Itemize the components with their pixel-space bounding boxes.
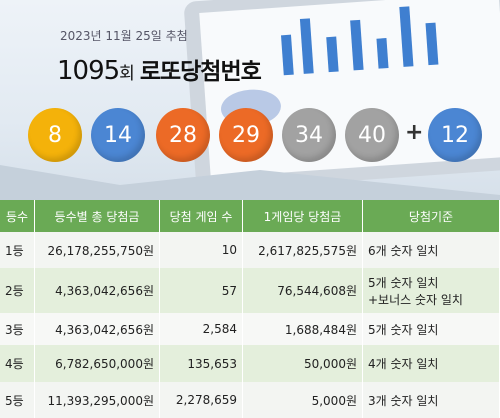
table-row: 4등 6,782,650,000원 135,653 50,000원 4개 숫자 일치	[0, 345, 500, 382]
ball: 34	[282, 108, 336, 162]
table-cell: 4,363,042,656원	[35, 268, 160, 313]
deco-paper	[0, 165, 500, 200]
title: 1095회 로또당첨번호	[57, 52, 262, 86]
table-row: 2등 4,363,042,656원 57 76,544,608원 5개 숫자 일치 +보너…	[0, 268, 500, 313]
table-cell: 5,000원	[243, 382, 363, 418]
criteria-cell: 6개 숫자 일치	[363, 232, 500, 268]
table-cell: 4등	[0, 345, 35, 382]
criteria-line: 6개 숫자 일치	[368, 243, 439, 258]
table-row: 3등 4,363,042,656원 2,584 1,688,484원 5개 숫자 일치	[0, 313, 500, 345]
table-cell: 2,278,659	[160, 382, 243, 418]
column-header: 당첨 게임 수	[160, 200, 243, 232]
table-cell: 2등	[0, 268, 35, 313]
draw-number: 1095	[57, 56, 120, 86]
deco-bar	[280, 34, 294, 76]
prize-table: 등수 등수별 총 당첨금 당첨 게임 수 1게임당 당첨금 당첨기준 1등 26,178,2…	[0, 200, 500, 418]
criteria-line: 3개 숫자 일치	[368, 393, 439, 408]
table-cell: 1등	[0, 232, 35, 268]
column-header: 등수별 총 당첨금	[35, 200, 160, 232]
plus: +	[405, 120, 424, 145]
criteria-cell: 4개 숫자 일치	[363, 345, 500, 382]
criteria-cell: 5개 숫자 일치	[363, 313, 500, 345]
table-cell: 76,544,608원	[243, 268, 363, 313]
draw-suffix: 회	[119, 64, 135, 84]
table-row: 1등 26,178,255,750원 10 2,617,825,575원 6개 숫자 일…	[0, 232, 500, 268]
ball: 8	[28, 108, 82, 162]
table-cell: 2,584	[160, 313, 243, 345]
table-cell: 2,617,825,575원	[243, 232, 363, 268]
deco-bar	[376, 38, 389, 69]
deco-bar	[425, 22, 439, 66]
bonus-ball: 12	[428, 108, 482, 162]
ball: 28	[156, 108, 210, 162]
table-cell: 11,393,295,000원	[35, 382, 160, 418]
header-row: 등수 등수별 총 당첨금 당첨 게임 수 1게임당 당첨금 당첨기준	[0, 200, 500, 232]
criteria-line: +보너스 숫자 일치	[368, 292, 463, 307]
title-label: 로또당첨번호	[139, 59, 262, 85]
deco-bar	[299, 18, 314, 74]
column-header: 1게임당 당첨금	[243, 200, 363, 232]
table-cell: 6,782,650,000원	[35, 345, 160, 382]
banner: 2023년 11월 25일 추첨 1095회 로또당첨번호 + 8 14 28 29 34…	[0, 0, 500, 200]
ball: 29	[219, 108, 273, 162]
criteria-line: 5개 숫자 일치	[368, 322, 439, 337]
criteria-cell: 5개 숫자 일치 +보너스 숫자 일치	[363, 268, 500, 313]
table-cell: 135,653	[160, 345, 243, 382]
ball: 14	[91, 108, 145, 162]
deco-bar	[350, 19, 364, 71]
table-cell: 10	[160, 232, 243, 268]
table-cell: 5등	[0, 382, 35, 418]
table-cell: 26,178,255,750원	[35, 232, 160, 268]
draw-date: 2023년 11월 25일 추첨	[60, 29, 188, 43]
ball: 40	[345, 108, 399, 162]
column-header: 당첨기준	[363, 200, 500, 232]
deco-bar	[399, 6, 414, 67]
table-cell: 50,000원	[243, 345, 363, 382]
table-cell: 1,688,484원	[243, 313, 363, 345]
table-row: 5등 11,393,295,000원 2,278,659 5,000원 3개 숫자 일치	[0, 382, 500, 418]
criteria-line: 4개 숫자 일치	[368, 357, 439, 371]
criteria-line: 5개 숫자 일치	[368, 275, 439, 290]
table-cell: 57	[160, 268, 243, 313]
deco-bar	[326, 36, 339, 73]
column-header: 등수	[0, 200, 35, 232]
table-cell: 3등	[0, 313, 35, 345]
table-cell: 4,363,042,656원	[35, 313, 160, 345]
